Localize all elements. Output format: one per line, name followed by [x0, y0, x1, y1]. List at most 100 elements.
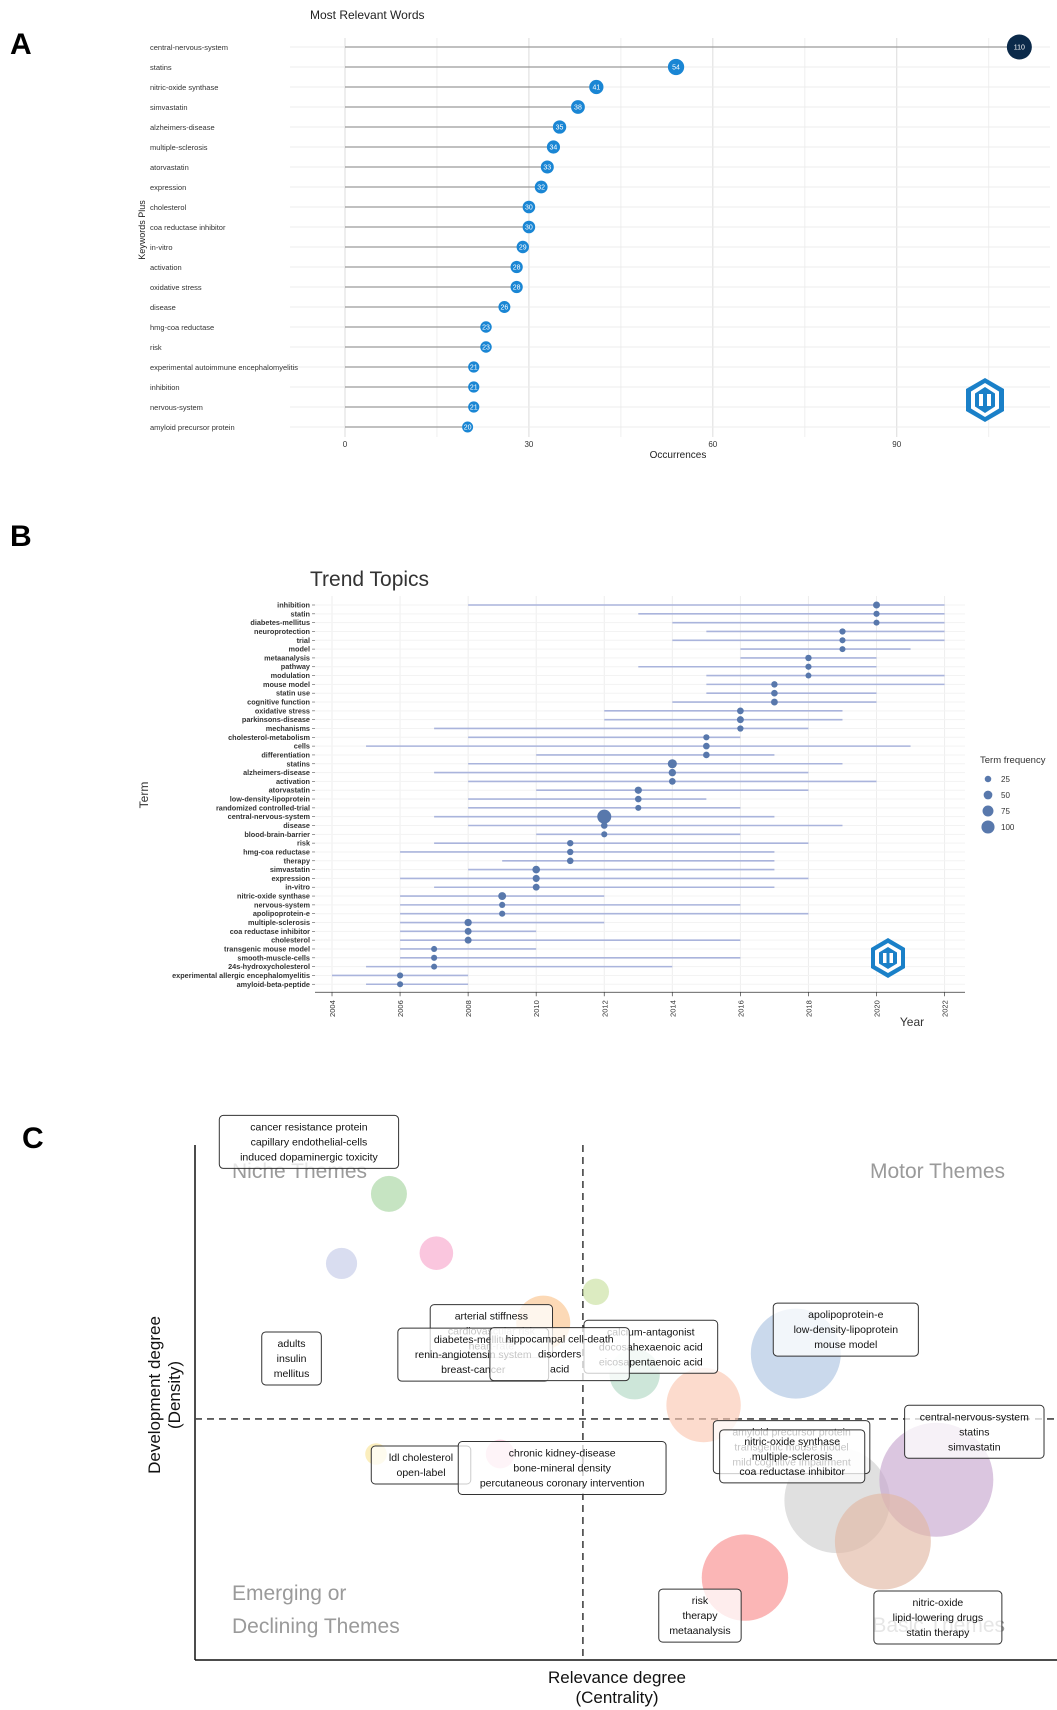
term-label: metaanalysis	[264, 653, 310, 662]
lollipop-point	[540, 160, 554, 174]
cluster-label-text: bone-mineral density	[513, 1463, 611, 1475]
lollipop-point	[522, 200, 536, 214]
data-label: 33	[543, 165, 551, 172]
trend-point	[464, 927, 472, 935]
cluster-label-text: chronic kidney-disease	[509, 1448, 616, 1460]
lollipop-point	[1006, 34, 1032, 60]
cluster-label-box: nitric-oxide synthase multiple-sclerosis c…	[719, 1429, 866, 1484]
cluster-label-text: insulin	[277, 1353, 307, 1365]
lollipop-point	[468, 381, 480, 393]
chart-b-ylabel: Term	[137, 782, 151, 809]
term-label: statin	[291, 609, 310, 618]
chart-a-ylabel: Keywords Plus	[137, 200, 147, 260]
x-tick-label: 2014	[668, 1000, 677, 1017]
logo-icon-a	[966, 378, 1004, 422]
cluster-label-text: hippocampal cell-death	[506, 1334, 614, 1346]
chart-a-xlabel: Occurrences	[650, 450, 707, 461]
data-label: 28	[513, 285, 521, 292]
term-label: amyloid-beta-peptide	[237, 980, 310, 989]
logo-icon-b	[871, 938, 905, 978]
data-label: 23	[482, 345, 490, 352]
x-tick-label: 30	[524, 440, 533, 449]
cluster-label-text: central-nervous-system	[920, 1411, 1029, 1423]
cluster-label-text: multiple-sclerosis	[752, 1451, 833, 1463]
trend-point	[737, 725, 744, 732]
lollipop-point	[468, 401, 480, 413]
label-box-frame	[489, 1327, 630, 1382]
trend-point	[397, 981, 404, 988]
category-label: disease	[150, 303, 176, 312]
data-label: 32	[537, 185, 545, 192]
cluster-label-text: statins	[959, 1426, 989, 1438]
data-label: 21	[470, 365, 478, 372]
category-label: inhibition	[150, 383, 180, 392]
data-label: 29	[519, 245, 527, 252]
term-label: blood-brain-barrier	[244, 830, 310, 839]
term-label: hmg-coa reductase	[243, 847, 310, 856]
x-tick-label: 0	[343, 440, 348, 449]
cluster-label-text: ldl cholesterol	[389, 1452, 453, 1464]
term-label: inhibition	[277, 601, 310, 610]
trend-point	[431, 954, 438, 961]
cluster-label-box: apolipoprotein-e low-density-lipoprotein m…	[772, 1302, 919, 1357]
category-label: statins	[150, 63, 172, 72]
category-label: coa reductase inhibitor	[150, 223, 226, 232]
plot-background	[315, 596, 965, 993]
legend-title: Term frequency	[980, 755, 1046, 766]
data-label: 26	[500, 305, 508, 312]
legend-size-point	[984, 775, 992, 783]
trend-point	[499, 901, 506, 908]
cluster-label-text: cancer resistance protein	[250, 1121, 367, 1133]
category-label: multiple-sclerosis	[150, 143, 208, 152]
x-tick-label: 2008	[464, 1000, 473, 1017]
trend-point	[532, 883, 540, 891]
trend-point	[668, 768, 677, 777]
trend-point	[770, 698, 778, 706]
cluster-label-box: hippocampal cell-death disorders acid	[489, 1327, 630, 1382]
trend-point	[499, 910, 506, 917]
term-label: nitric-oxide synthase	[237, 892, 310, 901]
legend-size-label: 50	[1001, 791, 1010, 800]
cluster-label-text: open-label	[396, 1467, 445, 1479]
cluster-label-text: risk	[692, 1595, 709, 1607]
term-label: mouse model	[263, 680, 310, 689]
trend-point	[635, 804, 642, 811]
chart-c-xlabel-line: (Centrality)	[575, 1688, 658, 1707]
panel-label-a: A	[10, 28, 32, 61]
cluster-label-text: statin therapy	[906, 1627, 970, 1639]
cluster-label-text: nitric-oxide	[912, 1597, 963, 1609]
data-label: 41	[592, 85, 600, 92]
category-label: cholesterol	[150, 203, 187, 212]
cluster-label-text: coa reductase inhibitor	[739, 1466, 845, 1478]
trend-point	[703, 734, 710, 741]
category-label: alzheimers-disease	[150, 123, 215, 132]
x-tick-label: 2016	[736, 1000, 745, 1017]
trend-point	[464, 936, 472, 944]
label-box-frame	[873, 1590, 1003, 1645]
trend-point	[703, 742, 710, 750]
trend-point	[839, 646, 846, 653]
term-label: in-vitro	[285, 883, 310, 892]
lollipop-point	[468, 361, 480, 373]
chart-b-title: Trend Topics	[310, 568, 429, 591]
cluster-bubble	[370, 1175, 407, 1212]
quadrant-label-emerging: Emerging or	[232, 1582, 346, 1605]
lollipop-point	[510, 260, 523, 274]
term-label: multiple-sclerosis	[248, 918, 310, 927]
cluster-label-text: induced dopaminergic toxicity	[240, 1151, 378, 1163]
x-tick-label: 2010	[532, 1000, 541, 1017]
chart-c-ylabel-line: (Density)	[165, 1361, 184, 1429]
term-label: transgenic mouse model	[224, 944, 310, 953]
cluster-label-text: adults	[278, 1338, 306, 1350]
term-label: statins	[286, 759, 310, 768]
lollipop-point	[498, 301, 511, 313]
cluster-label-text: apolipoprotein-e	[808, 1309, 883, 1321]
panel-label-c: C	[22, 1122, 44, 1155]
x-tick-label: 2012	[600, 1000, 609, 1017]
cluster-bubble	[419, 1236, 454, 1270]
term-label: oxidative stress	[255, 706, 310, 715]
panel-label-b: B	[10, 520, 32, 553]
trend-point	[703, 751, 710, 759]
term-label: smooth-muscle-cells	[237, 953, 310, 962]
